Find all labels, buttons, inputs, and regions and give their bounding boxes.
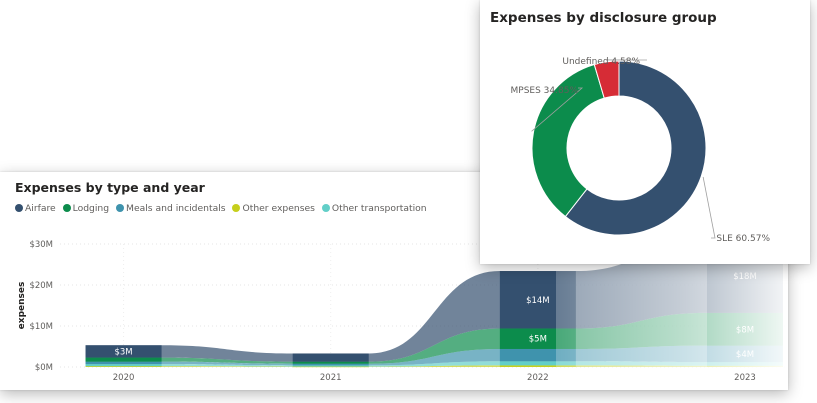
y-tick-label: $30M — [29, 240, 53, 250]
bar-segment-meals-and-incidentals[interactable] — [292, 363, 369, 366]
leader-line — [531, 87, 584, 132]
legend-label-other-expenses: Other expenses — [242, 203, 315, 214]
data-label: $4M — [736, 350, 754, 360]
legend-item-meals[interactable]: Meals and incidentals — [116, 203, 226, 214]
y-axis-label: expenses — [17, 282, 27, 330]
y-tick-label: $10M — [29, 322, 53, 332]
leader-line — [702, 176, 716, 239]
x-tick-label: 2021 — [320, 373, 342, 383]
bar-segment-other-expenses[interactable] — [85, 366, 162, 367]
bar-segment-other-transportation[interactable] — [499, 361, 576, 366]
data-label: $14M — [526, 296, 550, 306]
bar-segment-airfare[interactable] — [292, 353, 369, 362]
data-label: $8M — [736, 325, 754, 335]
legend-label-lodging: Lodging — [72, 203, 110, 214]
slice-label-mpses: MPSES 34.85% — [511, 86, 579, 96]
y-tick-label: $20M — [29, 281, 53, 291]
donut-slice-sle[interactable] — [564, 60, 707, 236]
bar-segment-airfare[interactable] — [85, 345, 162, 358]
legend-item-airfare[interactable]: Airfare — [15, 203, 56, 214]
x-tick-label: 2023 — [734, 373, 756, 383]
legend-dot-other-expenses — [232, 204, 241, 212]
bar-segment-meals-and-incidentals[interactable] — [85, 361, 162, 365]
slice-label-sle: SLE 60.57% — [716, 234, 770, 244]
data-label: $18M — [733, 272, 757, 282]
x-tick-label: 2022 — [527, 373, 549, 383]
bar-segment-lodging[interactable] — [292, 361, 369, 364]
bar-segment-other-transportation[interactable] — [292, 365, 369, 367]
legend-dot-other-transportation — [321, 204, 330, 212]
legend-item-other-expenses[interactable]: Other expenses — [232, 203, 315, 214]
legend-item-lodging[interactable]: Lodging — [62, 203, 110, 214]
donut-slice-mpses[interactable] — [531, 63, 605, 218]
bar-segment-lodging[interactable] — [85, 357, 162, 362]
area-chart-title: Expenses by type and year — [15, 180, 205, 195]
data-label: $3M — [114, 347, 132, 357]
donut-chart-title: Expenses by disclosure group — [490, 10, 717, 26]
bar-segment-other-expenses[interactable] — [292, 366, 369, 368]
legend-label-meals: Meals and incidentals — [126, 203, 226, 214]
slice-label-undefined: Undefined 4.58% — [562, 57, 640, 67]
data-label: $5M — [529, 335, 547, 345]
area-chart[interactable]: $0M $10M $20M $30M expenses $3M $14M $5M $18M $8M… — [0, 172, 788, 390]
bar-segment-other-transportation[interactable] — [85, 364, 162, 367]
donut-chart[interactable]: SLE 60.57% MPSES 34.85% Undefined 4.58% — [480, 0, 810, 264]
area-chart-legend: Airfare Lodging Meals and incidentals Ot… — [15, 203, 431, 214]
donut-slice-undefined[interactable] — [593, 60, 620, 99]
x-tick-label: 2020 — [113, 373, 135, 383]
legend-dot-airfare — [15, 204, 23, 212]
y-tick-label: $0M — [35, 363, 53, 373]
legend-dot-meals — [116, 204, 125, 212]
donut-chart-card[interactable]: SLE 60.57% MPSES 34.85% Undefined 4.58% Ex… — [480, 0, 810, 264]
legend-label-airfare: Airfare — [25, 203, 56, 214]
bar-segment-other-expenses[interactable] — [499, 365, 576, 367]
legend-label-other-transportation: Other transportation — [331, 203, 427, 214]
legend-dot-lodging — [62, 204, 71, 212]
legend-item-other-transportation[interactable]: Other transportation — [321, 203, 427, 214]
